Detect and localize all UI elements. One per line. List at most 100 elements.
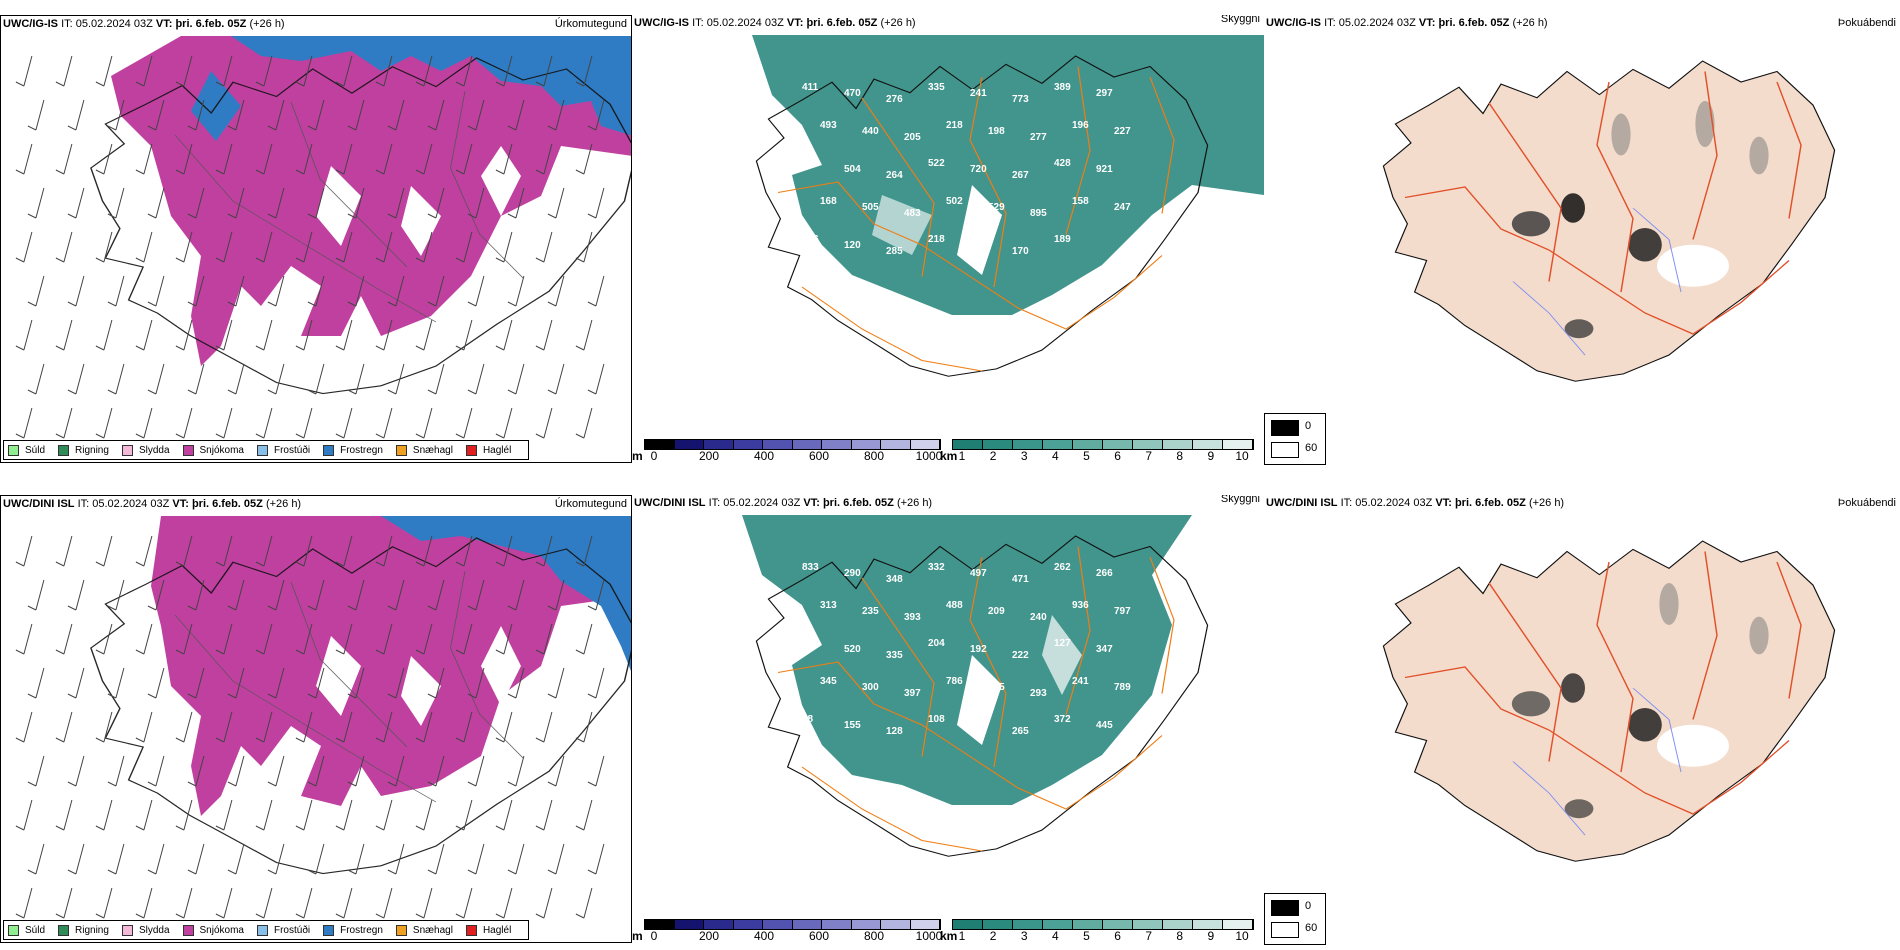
cloud-base-label: 293 (1030, 688, 1047, 699)
vt-label: VT: (1418, 17, 1436, 29)
fog-map (1264, 15, 1900, 463)
cloud-base-label: 222 (1012, 650, 1029, 661)
cloud-map: 411 470 276 335 241 773 389 297 493 440 205 218 198 2… (632, 15, 1264, 415)
colorbar-segment (1133, 920, 1163, 929)
cloud-base-label: 483 (904, 208, 921, 219)
colorbar-segment (1013, 920, 1043, 929)
cloud-base-label: 227 (1114, 126, 1131, 137)
legend-label: Snjókoma (199, 444, 244, 456)
wind-barb (67, 755, 85, 787)
wind-barb (147, 579, 165, 611)
colorbar-tick: 0 (650, 449, 658, 463)
wind-barb (307, 99, 325, 131)
legend-label: Súld (25, 924, 46, 936)
cloud-base-label: 471 (1012, 574, 1029, 585)
colorbar-segment (1223, 920, 1253, 929)
wind-barb (135, 711, 153, 743)
wind-barb (15, 319, 33, 351)
colorbar-m: m 0 200 400 600 800 1000 (632, 433, 942, 463)
legend-label: Snæhagl (412, 924, 453, 936)
cloud-base-label: 502 (946, 196, 963, 207)
vt-value: þri. 6.feb. 05Z (806, 17, 878, 29)
wind-barb (495, 55, 513, 87)
cloud-base-label: 529 (988, 202, 1005, 213)
colorbar-tick: 2 (989, 449, 997, 463)
lead-time: (+26 h) (265, 498, 302, 510)
wind-barb (507, 579, 525, 611)
cloud-base-label: 120 (844, 240, 861, 251)
wind-barb (267, 187, 285, 219)
colorbar-km: km 1 2 3 4 5 6 7 8 9 10 (940, 433, 1260, 463)
wind-barb (135, 535, 153, 567)
wind-barb (507, 755, 525, 787)
panel-title: Úrkomutegund (554, 18, 627, 30)
wind-barb (215, 407, 233, 439)
wind-barb (495, 535, 513, 567)
wind-barb (175, 887, 193, 919)
cloud-base-label: 265 (1012, 726, 1029, 737)
wind-barb (175, 55, 193, 87)
wind-barb (135, 143, 153, 175)
wind-barb (67, 275, 85, 307)
wind-barb (107, 667, 125, 699)
wind-barb (147, 843, 165, 875)
wind-barb (387, 99, 405, 131)
wind-barb (187, 579, 205, 611)
colorbar-tick: 1000 (915, 449, 943, 463)
wind-barb (227, 99, 245, 131)
wind-barb (307, 755, 325, 787)
wind-barb (547, 275, 565, 307)
cloud-base-label: 241 (970, 88, 987, 99)
wind-barb (375, 231, 393, 263)
wind-barb (507, 363, 525, 395)
wind-barb (575, 623, 593, 655)
wind-barb (587, 187, 605, 219)
colorbar-segment (645, 440, 675, 449)
wind-barb (455, 55, 473, 87)
vt-label: VT: (1435, 497, 1452, 509)
wind-barb (535, 799, 553, 831)
wind-barb (107, 99, 125, 131)
wind-barb (215, 623, 233, 655)
wind-barb (575, 711, 593, 743)
legend-swatch (395, 444, 407, 456)
cloud-base-label: 128 (886, 726, 903, 737)
fog-label-0: 0 (1305, 900, 1312, 912)
wind-barb (215, 799, 233, 831)
cloud-base-label: 470 (844, 88, 861, 99)
model-name: UWC/DINI ISL (634, 497, 706, 509)
colorbar-segment (1223, 440, 1253, 449)
wind-barb (535, 319, 553, 351)
cloud-base-label: 218 (946, 120, 963, 131)
cloud-base-label: 347 (1096, 644, 1113, 655)
colorbar-strip (644, 439, 941, 450)
cloud-base-label: 192 (970, 644, 987, 655)
it-value: 05.02.2024 03Z (75, 18, 153, 30)
wind-barb (335, 231, 353, 263)
wind-barb (495, 319, 513, 351)
legend-label: Rigning (75, 444, 109, 456)
cloud-base-label: 218 (928, 234, 945, 245)
panel-header: UWC/IG-IS IT: 05.02.2024 03Z VT: þri. 6.… (1266, 17, 1548, 29)
legend-label: Slydda (138, 924, 170, 936)
cloud-base-label: 411 (802, 82, 819, 93)
colorbar-tick: 1 (958, 929, 966, 943)
vt-label: VT: (786, 17, 804, 29)
legend-item: Rigning (58, 444, 109, 456)
cloud-base-label: 440 (862, 126, 879, 137)
legend-item: Snjókoma (182, 924, 244, 936)
wind-barb (375, 887, 393, 919)
legend-item: Snæhagl (395, 444, 453, 456)
wind-barb (575, 799, 593, 831)
wind-barb (535, 711, 553, 743)
legend-item: Haglél (465, 444, 511, 456)
colorbar-segment (983, 920, 1013, 929)
wind-barb (295, 623, 313, 655)
wind-barb (295, 55, 313, 87)
wind-barb (175, 143, 193, 175)
wind-barb (147, 667, 165, 699)
cloud-base-label: 196 (1072, 120, 1089, 131)
colorbar-segment (1043, 440, 1073, 449)
wind-barb (147, 755, 165, 787)
fog-legend-row1: 0 60 (1264, 413, 1326, 465)
